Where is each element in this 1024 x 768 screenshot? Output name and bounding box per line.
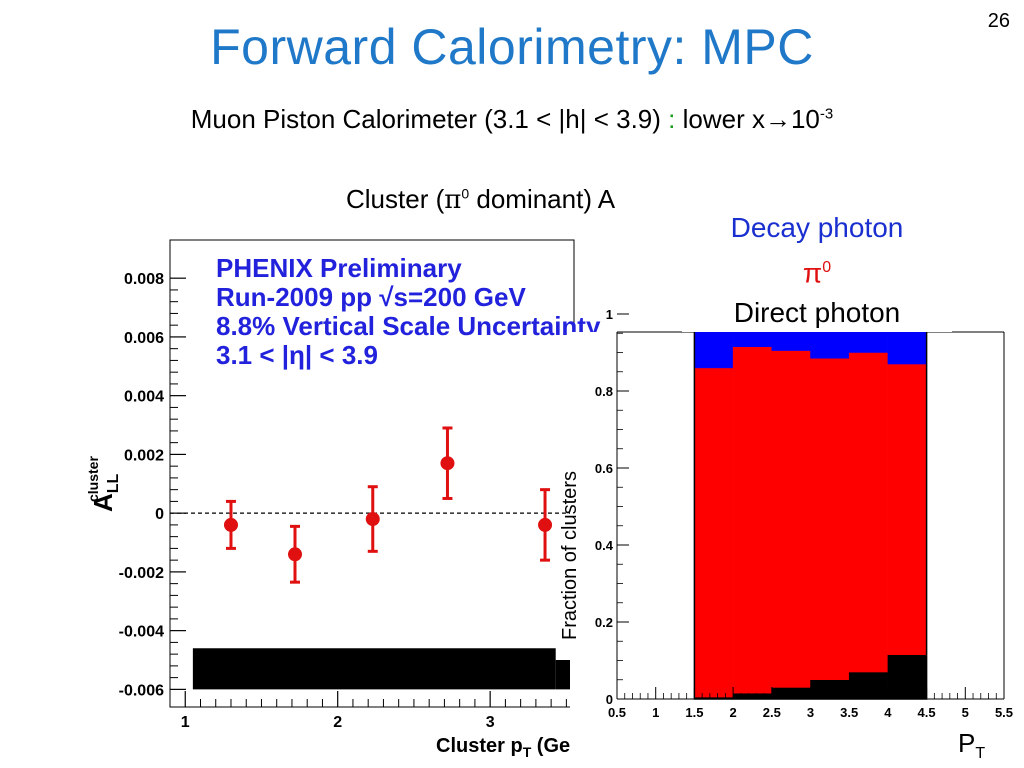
right-x-tick-label: 2 <box>729 705 736 720</box>
right-y-tick-label: 0 <box>606 692 613 707</box>
right-x-tick-label: 5 <box>962 705 969 720</box>
left-x-tick-label: 2 <box>333 714 342 731</box>
right-xlabel-sub: T <box>975 745 985 762</box>
left-x-tick-label: 3 <box>486 714 495 731</box>
cluster-caption-a: Cluster ( <box>346 184 445 214</box>
left-y-tick-label: 0 <box>155 506 164 523</box>
bar-direct-photon-3 <box>810 679 850 700</box>
subtitle-lower: lower x→10 <box>675 104 820 134</box>
data-point-3 <box>440 456 455 471</box>
right-y-tick-label: 0.4 <box>595 538 614 553</box>
legend-direct-photon: Direct photon <box>733 297 901 329</box>
cluster-caption-pi: π <box>444 185 462 215</box>
right-x-tick-label: 3.5 <box>840 705 858 720</box>
bar-direct-photon-4 <box>848 671 889 700</box>
left-xlabel-sub: T <box>523 744 532 760</box>
left-y-tick-label: -0.006 <box>119 682 164 699</box>
left-x-tick-label: 1 <box>181 714 190 731</box>
right-x-tick-label: 1 <box>652 705 659 720</box>
systematic-band-0 <box>192 648 556 690</box>
bar-π0-5 <box>887 363 927 655</box>
cluster-caption: Cluster (π0 dominant) A <box>346 184 615 215</box>
bar-direct-photon-5 <box>887 654 927 700</box>
subtitle-exponent: -3 <box>819 105 834 123</box>
right-x-tick-label: 3 <box>807 705 814 720</box>
bar-π0-4 <box>848 352 889 673</box>
phenix-annotation-3: 8.8% Vertical Scale Uncertainty <box>216 311 601 341</box>
right-x-axis-label: PT <box>958 728 985 762</box>
slide-title: Forward Calorimetry: MPC <box>210 19 814 75</box>
left-y-tick-label: 0.008 <box>124 271 164 288</box>
svg-text:ALL: ALL <box>88 473 122 512</box>
left-y-tick-label: 0.002 <box>124 447 164 464</box>
svg-text:PT: PT <box>958 728 985 762</box>
legend-pi0-label: π <box>802 257 823 289</box>
right-xlabel-main: P <box>958 728 975 758</box>
phenix-annotation-2: Run-2009 pp √s=200 GeV <box>216 282 526 312</box>
left-ylabel-sub: LL <box>105 473 122 493</box>
systematic-band-1 <box>555 660 574 690</box>
right-y-axis-label: Fraction of clusters <box>559 471 581 640</box>
right-x-tick-label: 1.5 <box>685 705 703 720</box>
bar-π0-0 <box>694 367 734 698</box>
left-y-tick-label: 0.004 <box>124 389 164 406</box>
slide-number: 26 <box>987 10 1010 32</box>
right-x-tick-label: 5.5 <box>995 705 1013 720</box>
legend-pi0-sup: 0 <box>822 259 832 276</box>
left-y-axis-label: ALL cluster <box>85 456 122 512</box>
right-ylabel: Fraction of clusters <box>559 471 581 640</box>
left-ylabel-sup: cluster <box>85 456 101 502</box>
left-ylabel-main: A <box>88 493 118 512</box>
right-y-tick-label: 0.2 <box>595 615 613 630</box>
left-y-tick-label: 0.006 <box>124 330 164 347</box>
subtitle-colon: : <box>668 104 676 134</box>
right-x-tick-label: 0.5 <box>608 705 626 720</box>
bar-π0-2 <box>771 350 811 688</box>
data-point-1 <box>288 547 303 562</box>
fraction-legend: Decay photon π0 Direct photon <box>682 208 952 332</box>
right-y-tick-label: 1 <box>606 307 613 322</box>
cluster-caption-b: dominant) A <box>469 184 616 214</box>
bar-π0-3 <box>810 358 850 680</box>
data-point-0 <box>223 517 238 532</box>
right-x-tick-label: 4.5 <box>918 705 936 720</box>
right-y-tick-label: 0.6 <box>595 461 613 476</box>
data-point-4 <box>538 517 553 532</box>
phenix-annotation-1: PHENIX Preliminary <box>216 253 462 283</box>
right-x-tick-label: 2.5 <box>763 705 781 720</box>
bar-direct-photon-1 <box>732 692 773 700</box>
subtitle: Muon Piston Calorimeter (3.1 < |h| < 3.9… <box>0 104 1024 135</box>
subtitle-main: Muon Piston Calorimeter (3.1 < |h| < 3.9… <box>190 104 669 134</box>
legend-pi0: π0 <box>682 248 952 293</box>
left-y-tick-label: -0.004 <box>119 624 164 641</box>
phenix-annotation-4: 3.1 < |η| < 3.9 <box>216 340 378 370</box>
legend-decay-photon: Decay photon <box>730 212 904 243</box>
bar-direct-photon-2 <box>771 687 811 700</box>
right-x-tick-label: 4 <box>884 705 892 720</box>
left-y-tick-label: -0.002 <box>119 565 164 582</box>
data-point-2 <box>365 512 380 527</box>
left-xlabel-main: Cluster p <box>436 735 523 757</box>
right-y-tick-label: 0.8 <box>595 384 613 399</box>
cluster-caption-sup: 0 <box>461 185 470 202</box>
bar-π0-1 <box>732 346 773 694</box>
